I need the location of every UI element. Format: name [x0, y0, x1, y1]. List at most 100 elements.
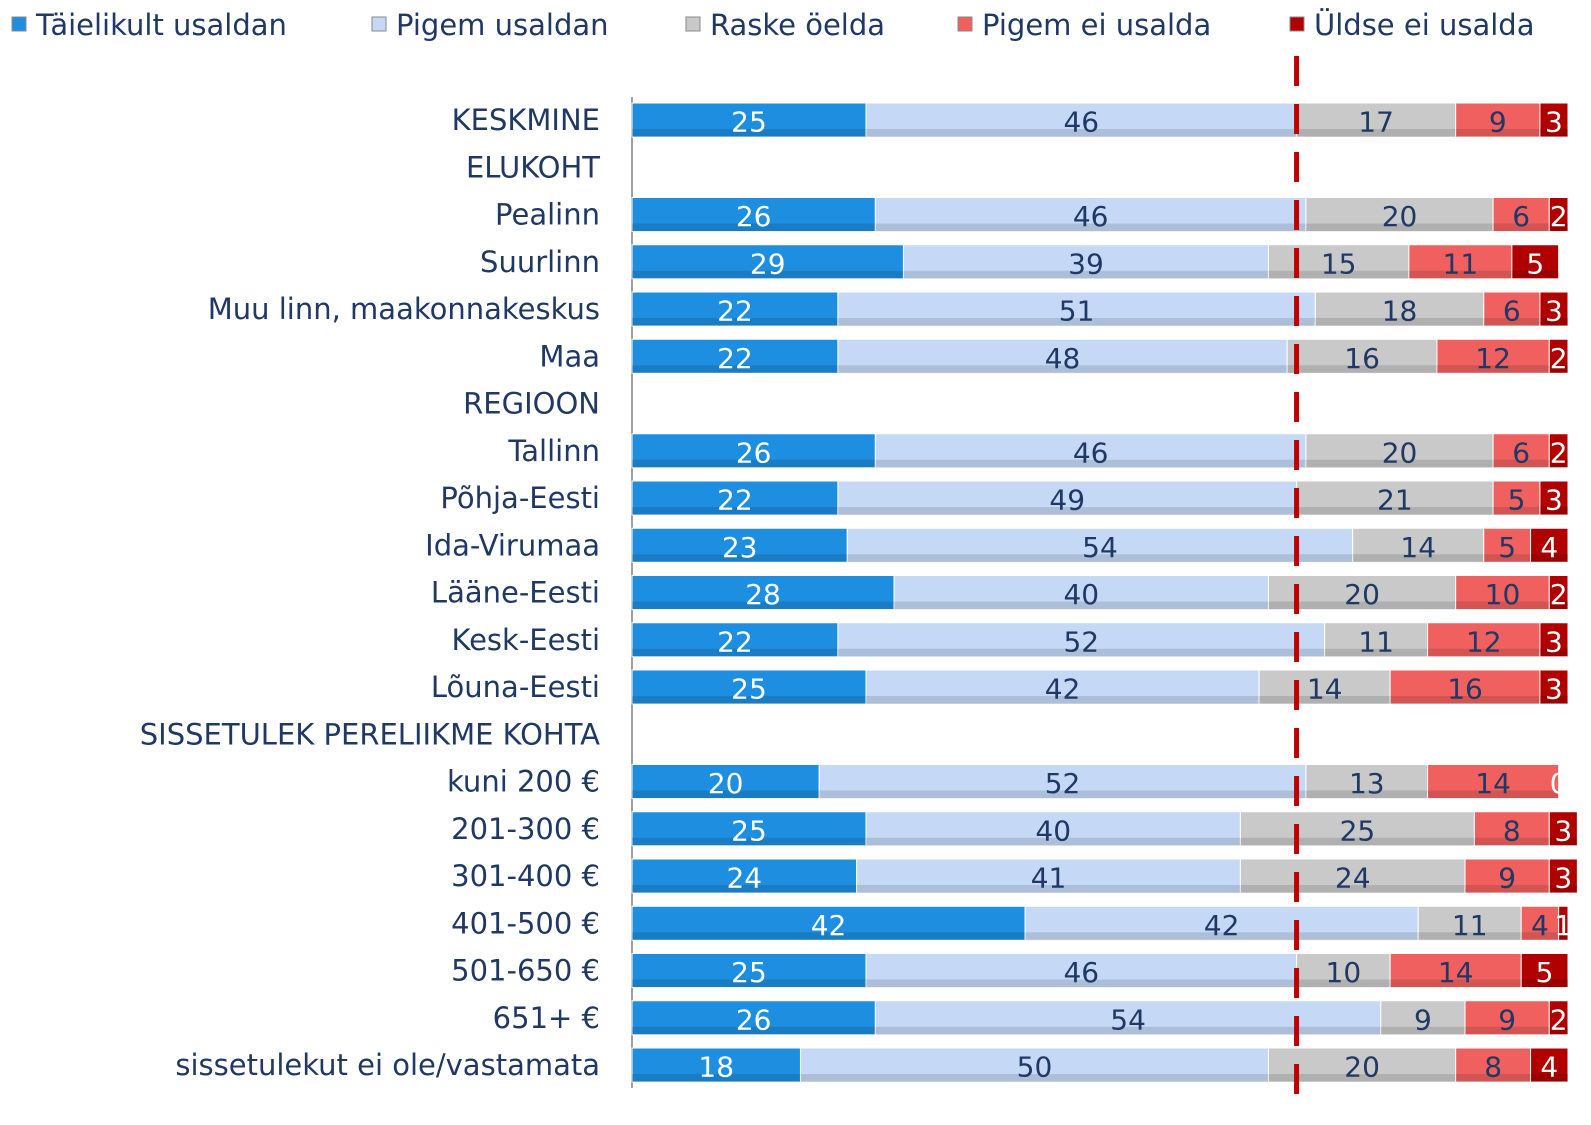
value-label: 23: [722, 531, 758, 564]
bar-shade: [1539, 129, 1568, 137]
bar-shade: [632, 648, 838, 657]
bar-segment: [1464, 858, 1550, 894]
bar-shade: [1539, 648, 1568, 657]
value-label: 9: [1489, 106, 1507, 139]
bar-shade: [632, 459, 876, 468]
bar-shade: [1549, 885, 1578, 893]
legend-swatch: [11, 16, 27, 32]
bar-shade: [866, 129, 1297, 137]
bar-segment: [1024, 905, 1419, 941]
bar-shade: [632, 601, 895, 610]
value-label: 52: [1045, 767, 1081, 800]
value-label: 26: [736, 436, 772, 469]
value-label: 50: [1017, 1051, 1053, 1084]
category-label: Ida-Virumaa: [425, 528, 600, 562]
category-label: Kesk-Eesti: [452, 623, 600, 657]
value-label: 26: [736, 1003, 772, 1036]
bar-segment: [631, 622, 839, 658]
bar-shade: [800, 1074, 1269, 1082]
bar-segment: [631, 858, 858, 894]
value-label: 1: [1554, 909, 1572, 942]
value-label: 39: [1068, 247, 1104, 280]
value-label: 11: [1452, 909, 1488, 942]
value-label: 9: [1498, 1003, 1516, 1036]
value-label: 9: [1414, 1003, 1432, 1036]
bar-shade: [1427, 790, 1559, 799]
bar-shade: [1493, 223, 1550, 232]
category-label: 501-650 €: [451, 954, 600, 988]
bar-segment: [846, 527, 1354, 563]
bar-shade: [1539, 318, 1568, 326]
bar-shade: [1408, 270, 1512, 279]
legend-swatch: [371, 16, 387, 32]
bar-shade: [632, 1026, 876, 1035]
bar-segment: [631, 291, 839, 327]
value-label: 2: [1550, 436, 1568, 469]
value-label: 16: [1344, 342, 1380, 375]
value-label: 25: [731, 106, 767, 139]
bar-segment: [631, 527, 848, 563]
value-label: 40: [1035, 814, 1071, 847]
value-label: 20: [1344, 578, 1380, 611]
bar-shade: [837, 365, 1288, 374]
value-label: 18: [698, 1051, 734, 1084]
bar-shade: [847, 554, 1353, 563]
value-label: 8: [1503, 814, 1521, 847]
value-label: 3: [1554, 814, 1572, 847]
bar-segment: [631, 953, 867, 988]
bar-shade: [1530, 554, 1568, 563]
bar-shade: [1539, 696, 1568, 704]
value-label: 54: [1082, 531, 1118, 564]
bar-segment: [837, 622, 1326, 658]
bar-segment: [1455, 102, 1541, 138]
bar-segment: [818, 764, 1307, 799]
category-label: 301-400 €: [451, 859, 600, 893]
bar-shade: [1530, 1074, 1568, 1082]
bar-shade: [632, 837, 866, 846]
value-label: 6: [1512, 436, 1530, 469]
bar-segment: [856, 858, 1241, 894]
value-label: 28: [745, 578, 781, 611]
value-label: 5: [1498, 531, 1516, 564]
bar-segment: [1492, 197, 1550, 232]
bar-segment: [1258, 669, 1391, 705]
bar-shade: [1287, 365, 1437, 374]
bar-segment: [1548, 338, 1569, 374]
value-label: 3: [1545, 625, 1563, 658]
value-label: 46: [1063, 106, 1099, 139]
bar-shade: [1296, 129, 1456, 137]
bar-segment: [865, 953, 1298, 988]
bar-shade: [1240, 885, 1466, 893]
bar-shade: [875, 1026, 1381, 1035]
value-label: 14: [1307, 673, 1343, 706]
value-label: 3: [1554, 862, 1572, 895]
bar-segment: [1239, 858, 1466, 894]
legend-swatch: [685, 16, 701, 32]
bar-segment: [1539, 669, 1569, 705]
bar-segment: [1314, 291, 1485, 327]
value-label: 11: [1358, 625, 1394, 658]
bar-shade: [866, 979, 1297, 988]
bar-shade: [632, 790, 820, 799]
bar-segment: [902, 244, 1269, 280]
bar-shade: [1390, 979, 1522, 988]
bar-segment: [893, 575, 1269, 610]
bar-shade: [1352, 554, 1484, 563]
value-label: 46: [1063, 956, 1099, 989]
bar-segment: [631, 197, 876, 232]
bar-segment: [1455, 575, 1550, 610]
bar-shade: [1240, 837, 1475, 846]
value-label: 9: [1498, 862, 1516, 895]
bar-segment: [837, 480, 1298, 516]
value-label: 54: [1110, 1003, 1146, 1036]
bar-shade: [837, 318, 1316, 326]
bar-shade: [1483, 318, 1540, 326]
category-label: Põhja-Eesti: [440, 481, 600, 515]
value-label: 25: [731, 956, 767, 989]
bar-segment: [1539, 102, 1569, 138]
value-label: 17: [1358, 106, 1394, 139]
bar-shade: [1025, 932, 1419, 941]
bar-segment: [1511, 244, 1560, 280]
value-label: 25: [1340, 814, 1376, 847]
